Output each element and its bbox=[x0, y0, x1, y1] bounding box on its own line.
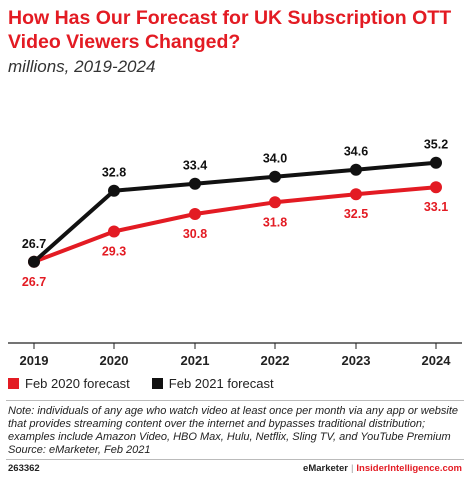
source-text: Source: eMarketer, Feb 2021 bbox=[8, 444, 151, 456]
data-label: 26.7 bbox=[22, 275, 46, 289]
brand-emarketer: eMarketer bbox=[303, 463, 348, 474]
legend-swatch-feb-2020 bbox=[8, 378, 19, 389]
data-point bbox=[430, 156, 442, 169]
data-label: 35.2 bbox=[424, 138, 448, 152]
brand-insider-intelligence: InsiderIntelligence.com bbox=[356, 463, 462, 474]
legend-item-feb-2021: Feb 2021 forecast bbox=[151, 376, 274, 391]
data-label: 33.4 bbox=[183, 159, 207, 173]
data-labels: 26.7 29.3 30.8 31.8 32.5 33.1 26.7 32.8 33.4 34.0… bbox=[22, 138, 448, 289]
chart-id: 263362 bbox=[8, 463, 40, 474]
data-points bbox=[28, 156, 442, 268]
data-point bbox=[189, 208, 201, 220]
series-line bbox=[32, 160, 437, 264]
x-tick-label: 2020 bbox=[100, 353, 129, 368]
legend-label-feb-2020: Feb 2020 forecast bbox=[25, 376, 130, 391]
divider-top bbox=[6, 400, 464, 401]
data-point bbox=[108, 184, 120, 197]
data-label: 33.1 bbox=[424, 200, 448, 214]
divider-bottom bbox=[6, 459, 464, 460]
data-label: 26.7 bbox=[22, 237, 46, 251]
x-axis-ticks: 2019 2020 2021 2022 2023 2024 bbox=[20, 343, 452, 368]
data-label: 30.8 bbox=[183, 227, 207, 241]
data-point bbox=[350, 188, 362, 201]
chart-note: Note: individuals of any age who watch v… bbox=[8, 405, 466, 457]
data-point bbox=[28, 255, 40, 268]
x-tick-label: 2021 bbox=[181, 353, 210, 368]
series-line bbox=[33, 185, 437, 264]
line-chart: 2019 2020 2021 2022 2023 2024 26.7 29.3 30.8 31.… bbox=[8, 138, 462, 368]
footer: 263362 eMarketer | InsiderIntelligence.com bbox=[8, 463, 462, 474]
chart-subtitle: millions, 2019-2024 bbox=[8, 57, 156, 76]
data-label: 31.8 bbox=[263, 215, 287, 229]
data-point bbox=[269, 170, 281, 183]
data-point bbox=[189, 177, 201, 190]
legend-swatch-feb-2021 bbox=[151, 378, 163, 389]
data-point bbox=[269, 196, 281, 209]
data-label: 32.5 bbox=[344, 207, 368, 221]
brand: eMarketer | InsiderIntelligence.com bbox=[303, 463, 462, 474]
data-point bbox=[350, 163, 362, 176]
data-label: 34.0 bbox=[263, 152, 287, 166]
data-point bbox=[108, 225, 120, 238]
data-label: 34.6 bbox=[344, 145, 368, 159]
data-label: 32.8 bbox=[102, 166, 126, 180]
brand-separator: | bbox=[350, 463, 354, 474]
note-text: Note: individuals of any age who watch v… bbox=[8, 405, 459, 443]
x-tick-label: 2019 bbox=[20, 353, 49, 368]
legend-label-feb-2021: Feb 2021 forecast bbox=[168, 376, 274, 391]
data-point bbox=[430, 181, 442, 194]
series-lines bbox=[32, 160, 437, 264]
x-tick-label: 2024 bbox=[422, 353, 452, 368]
chart-title: How Has Our Forecast for UK Subscription… bbox=[8, 7, 452, 53]
data-label: 29.3 bbox=[102, 245, 126, 259]
x-tick-label: 2023 bbox=[342, 353, 371, 368]
chart-legend: Feb 2020 forecast Feb 2021 forecast bbox=[8, 376, 296, 391]
legend-item-feb-2020: Feb 2020 forecast bbox=[8, 376, 130, 391]
x-tick-label: 2022 bbox=[261, 353, 290, 368]
